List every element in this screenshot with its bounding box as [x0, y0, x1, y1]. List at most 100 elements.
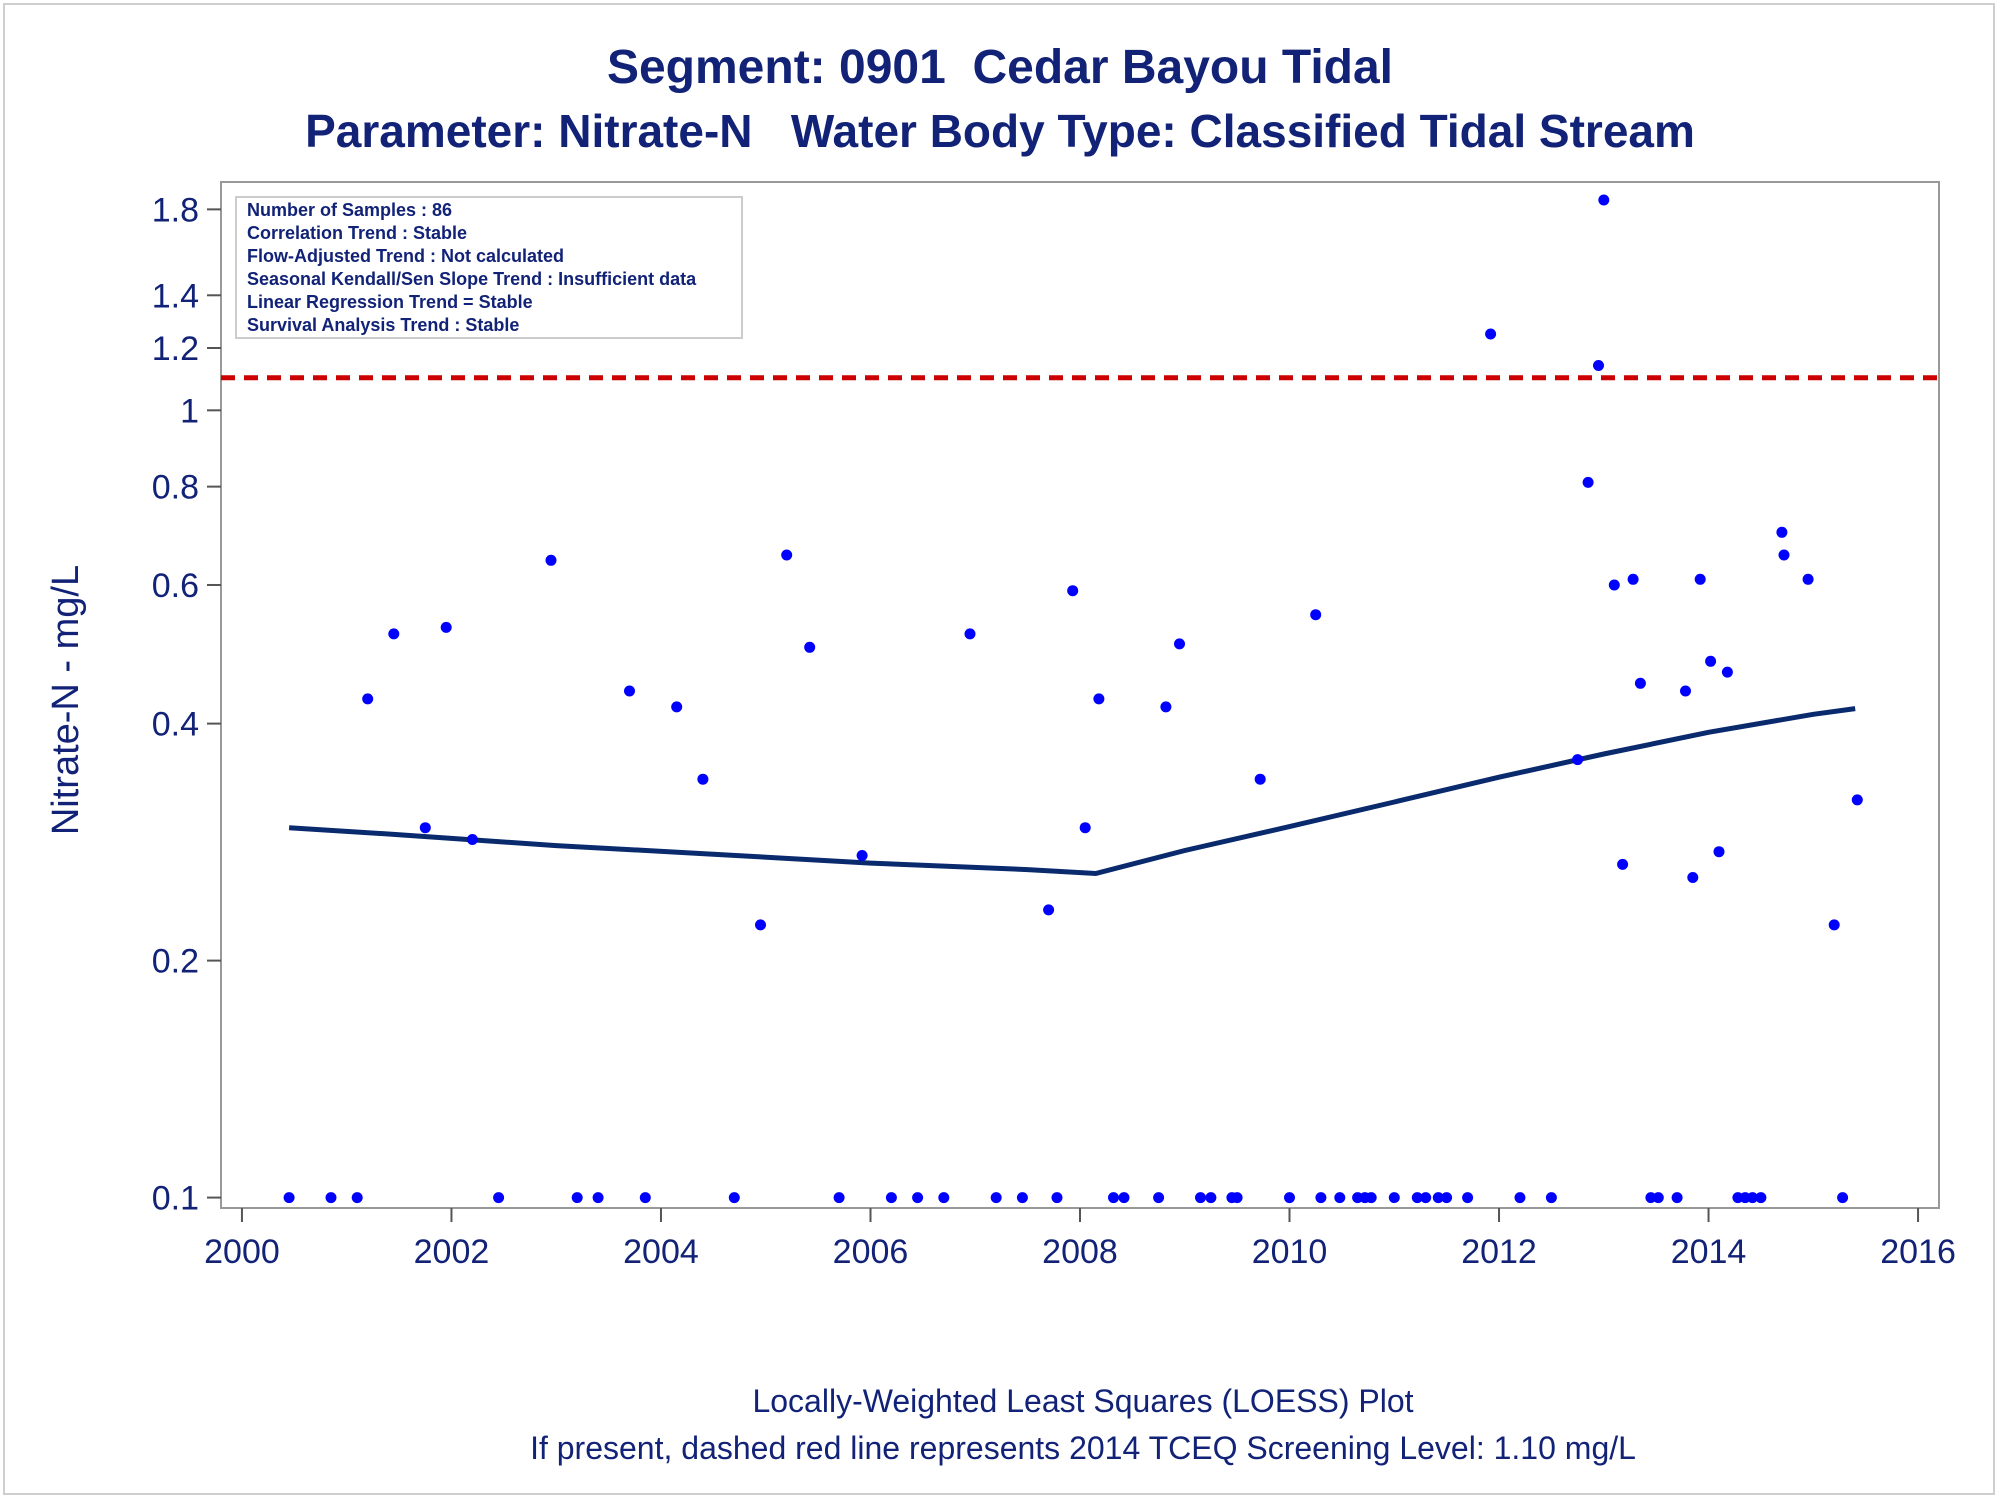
info-box: Number of Samples : 86 Correlation Trend…: [235, 196, 743, 339]
sample-point: [283, 1192, 295, 1204]
sample-point: [1671, 1192, 1683, 1204]
y-tick-label: 0.8: [152, 469, 199, 507]
sample-point: [833, 1192, 845, 1204]
sample-point: [1315, 1192, 1327, 1204]
y-tick-label: 1.8: [152, 191, 199, 229]
x-tick-label: 2012: [1461, 1233, 1537, 1271]
sample-point: [1195, 1192, 1206, 1204]
chart-title: Segment: 0901 Cedar Bayou Tidal: [607, 41, 1393, 94]
sample-point: [1582, 476, 1594, 488]
sample-point: [419, 822, 431, 834]
sample-point: [388, 628, 400, 640]
sample-point: [1705, 655, 1717, 667]
sample-point: [1043, 904, 1055, 916]
sample-point: [545, 554, 557, 566]
x-axis: 2000 2002 2004 2006 2008 2010 2012 2014 2016: [204, 1208, 1956, 1271]
sample-point: [1713, 846, 1725, 858]
sample-point: [1118, 1192, 1130, 1204]
sample-point: [1680, 685, 1691, 697]
sample-point: [440, 621, 452, 633]
sample-point: [571, 1192, 583, 1204]
sample-point: [1160, 701, 1172, 713]
sample-point: [1174, 638, 1185, 650]
sample-point: [1016, 1192, 1028, 1204]
sample-point: [362, 693, 374, 705]
sample-point: [1652, 1192, 1664, 1204]
sample-point: [639, 1192, 651, 1204]
info-line: Flow-Adjusted Trend : Not calculated: [247, 246, 564, 266]
y-tick-label: 0.4: [152, 706, 199, 744]
chart-subtitle: Parameter: Nitrate-N Water Body Type: Cl…: [305, 105, 1695, 157]
sample-point: [1067, 585, 1079, 597]
sample-point: [1627, 573, 1639, 585]
sample-point: [990, 1192, 1002, 1204]
sample-point: [1851, 794, 1863, 806]
sample-point: [1593, 360, 1604, 371]
sample-point: [624, 685, 635, 697]
info-line: Correlation Trend : Stable: [247, 223, 467, 243]
sample-point: [1608, 579, 1620, 591]
x-tick-label: 2000: [204, 1233, 280, 1271]
sample-point: [1153, 1192, 1165, 1204]
sample-point: [592, 1192, 604, 1204]
footnote-method: Locally-Weighted Least Squares (LOESS) P…: [752, 1383, 1413, 1419]
info-line: Number of Samples : 86: [247, 200, 452, 220]
sample-point: [1310, 609, 1322, 621]
sample-point: [1462, 1192, 1474, 1204]
sample-point: [1545, 1192, 1557, 1204]
sample-point: [1828, 919, 1840, 931]
sample-point: [1598, 194, 1610, 206]
sample-point: [1334, 1192, 1346, 1204]
sample-point: [755, 919, 766, 931]
sample-point: [1093, 693, 1105, 705]
sample-point: [1079, 822, 1091, 834]
sample-point: [1778, 549, 1790, 561]
sample-point: [1634, 677, 1646, 689]
info-line: Survival Analysis Trend : Stable: [247, 315, 519, 335]
y-tick-label: 1.4: [152, 277, 199, 315]
footnote-screening: If present, dashed red line represents 2…: [530, 1430, 1636, 1466]
sample-point: [1572, 754, 1584, 766]
sample-point: [1051, 1192, 1063, 1204]
y-axis-label: Nitrate-N - mg/L: [45, 565, 87, 835]
sample-point: [493, 1192, 505, 1204]
sample-point: [1802, 573, 1814, 585]
sample-point: [1411, 1192, 1423, 1204]
sample-point: [1432, 1192, 1444, 1204]
figure-frame: [3, 3, 1995, 1495]
info-line: Seasonal Kendall/Sen Slope Trend : Insuf…: [247, 269, 697, 289]
sample-point: [1687, 872, 1699, 883]
y-tick-label: 1.2: [152, 330, 199, 368]
loess-trend-line: [288, 706, 1856, 877]
x-tick-label: 2006: [833, 1233, 909, 1271]
sample-points: [283, 194, 1863, 1204]
sample-point: [1284, 1192, 1295, 1204]
sample-point: [671, 701, 683, 713]
sample-point: [1485, 328, 1497, 340]
sample-point: [1420, 1192, 1432, 1204]
sample-point: [1747, 1192, 1758, 1204]
sample-point: [1721, 666, 1733, 678]
sample-point: [938, 1192, 950, 1204]
sample-point: [885, 1192, 897, 1204]
sample-point: [351, 1192, 363, 1204]
x-tick-label: 2004: [623, 1233, 699, 1271]
sample-point: [1254, 773, 1266, 785]
y-tick-label: 1: [180, 392, 199, 430]
sample-point: [1837, 1192, 1849, 1204]
info-line: Linear Regression Trend = Stable: [247, 292, 533, 312]
y-tick-label: 0.1: [152, 1180, 199, 1218]
sample-point: [912, 1192, 924, 1204]
sample-point: [856, 850, 868, 861]
sample-point: [1514, 1192, 1526, 1204]
sample-point: [728, 1192, 740, 1204]
sample-point: [1108, 1192, 1119, 1204]
sample-point: [466, 834, 478, 845]
info-box-frame: [235, 196, 743, 339]
y-axis: 0.1 0.2 0.4 0.6 0.8 1 1.2 1.4 1.8: [152, 191, 221, 1218]
sample-point: [325, 1192, 337, 1204]
sample-point: [1694, 573, 1706, 585]
x-tick-label: 2002: [414, 1233, 490, 1271]
sample-point: [1441, 1192, 1453, 1204]
